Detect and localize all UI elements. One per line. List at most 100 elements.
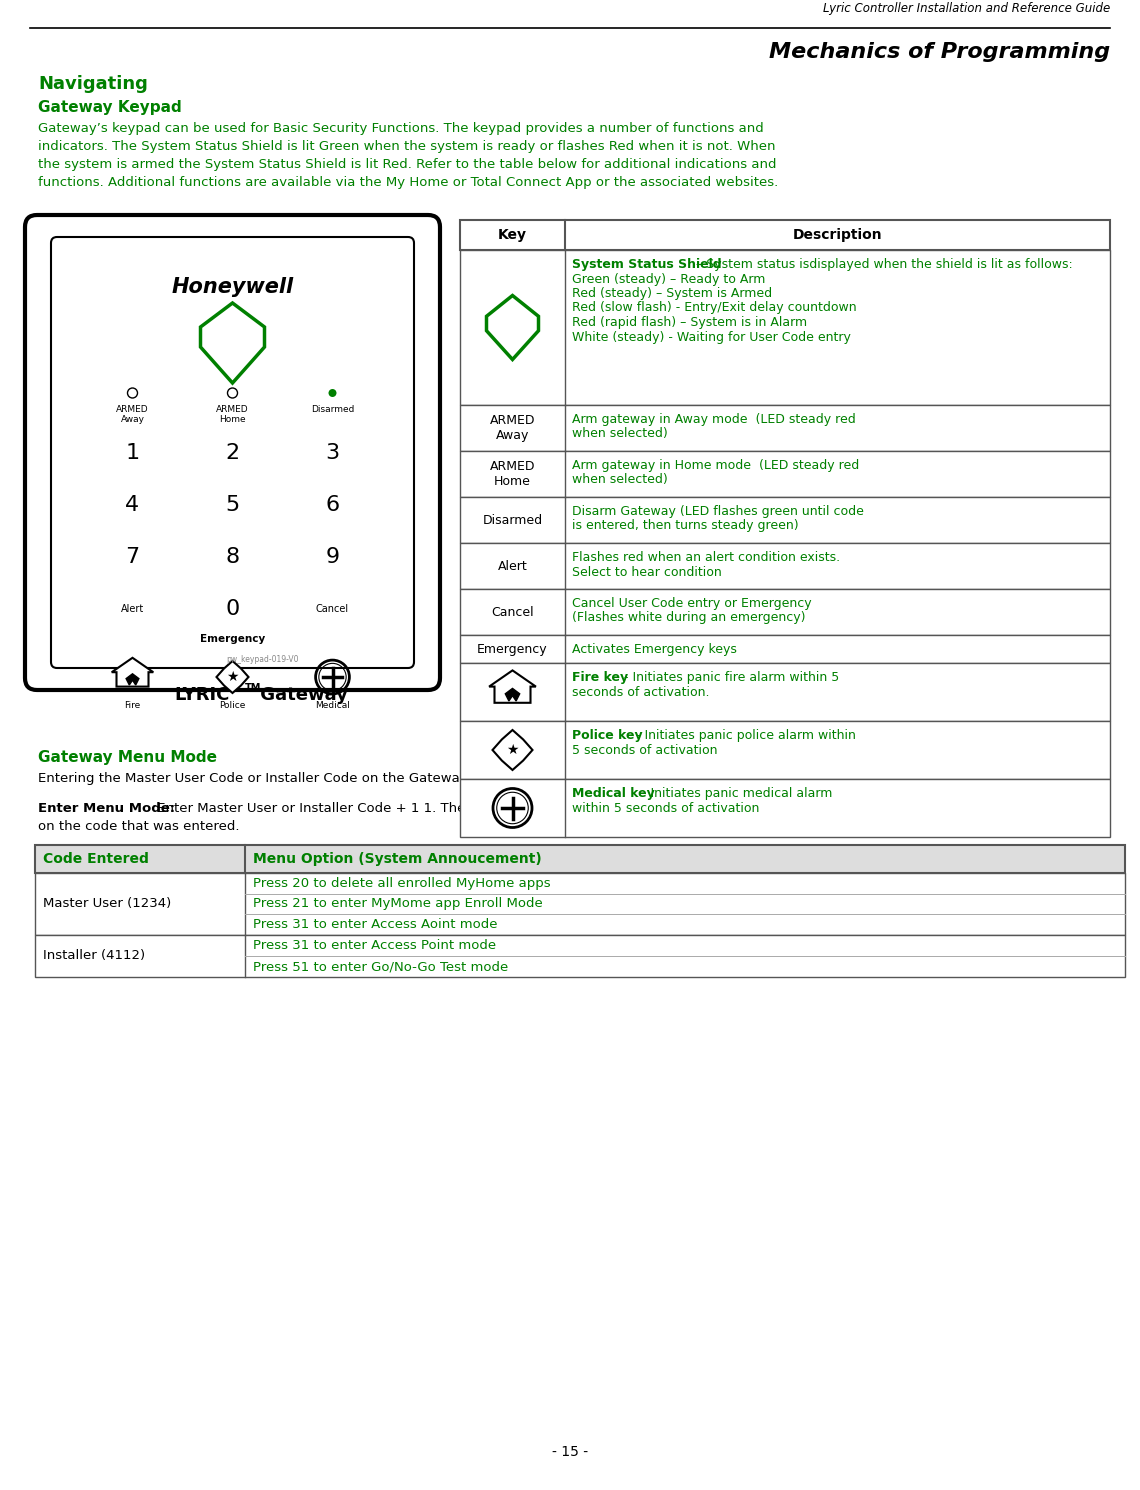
Bar xyxy=(35,936,1125,977)
Bar xyxy=(461,250,1110,405)
Text: TM: TM xyxy=(244,682,261,693)
Bar xyxy=(461,635,1110,663)
Text: Disarmed: Disarmed xyxy=(311,405,355,414)
Polygon shape xyxy=(492,730,532,770)
Text: Press 31 to enter Access Aoint mode: Press 31 to enter Access Aoint mode xyxy=(253,918,497,931)
Bar xyxy=(35,845,1125,873)
Polygon shape xyxy=(127,673,139,685)
Text: Press 20 to delete all enrolled MyHome apps: Press 20 to delete all enrolled MyHome a… xyxy=(253,876,551,890)
Bar xyxy=(461,663,1110,721)
Text: 8: 8 xyxy=(226,547,239,568)
Text: 2: 2 xyxy=(226,443,239,463)
Text: 7: 7 xyxy=(125,547,139,568)
Text: ★: ★ xyxy=(506,744,519,757)
Text: ARMED
Away: ARMED Away xyxy=(490,414,536,443)
Text: Emergency: Emergency xyxy=(200,635,266,644)
Bar xyxy=(461,779,1110,837)
Text: Fire key: Fire key xyxy=(572,670,628,684)
Text: Gateway Keypad: Gateway Keypad xyxy=(38,100,181,115)
Text: Enter Menu Mode:: Enter Menu Mode: xyxy=(38,802,176,815)
Text: is entered, then turns steady green): is entered, then turns steady green) xyxy=(572,520,799,532)
Text: Fire: Fire xyxy=(124,700,140,709)
Polygon shape xyxy=(112,657,153,687)
Text: 5: 5 xyxy=(226,495,239,516)
Bar xyxy=(461,498,1110,542)
Text: within 5 seconds of activation: within 5 seconds of activation xyxy=(572,802,759,815)
Text: when selected): when selected) xyxy=(572,428,668,441)
Polygon shape xyxy=(217,662,249,693)
Text: 0: 0 xyxy=(226,599,239,618)
Text: Alert: Alert xyxy=(498,560,528,572)
Text: - Initiates panic fire alarm within 5: - Initiates panic fire alarm within 5 xyxy=(620,670,839,684)
Text: 4: 4 xyxy=(125,495,139,516)
Text: ARMED
Home: ARMED Home xyxy=(490,460,536,489)
Text: Press 51 to enter Go/No-Go Test mode: Press 51 to enter Go/No-Go Test mode xyxy=(253,960,508,973)
Bar xyxy=(461,542,1110,589)
Text: Navigating: Navigating xyxy=(38,74,148,92)
Text: Cancel User Code entry or Emergency: Cancel User Code entry or Emergency xyxy=(572,597,812,609)
Text: Flashes red when an alert condition exists.: Flashes red when an alert condition exis… xyxy=(572,551,840,565)
Text: Honeywell: Honeywell xyxy=(171,277,294,297)
Text: Red (steady) – System is Armed: Red (steady) – System is Armed xyxy=(572,288,772,299)
Bar xyxy=(461,721,1110,779)
Text: when selected): when selected) xyxy=(572,474,668,487)
Text: Disarmed: Disarmed xyxy=(482,514,543,526)
Text: functions. Additional functions are available via the My Home or Total Connect A: functions. Additional functions are avai… xyxy=(38,176,779,189)
Bar xyxy=(461,405,1110,451)
Text: Select to hear condition: Select to hear condition xyxy=(572,566,722,578)
Text: Cancel: Cancel xyxy=(491,605,534,618)
Text: Disarm Gateway (LED flashes green until code: Disarm Gateway (LED flashes green until … xyxy=(572,505,864,519)
Text: Press 31 to enter Access Point mode: Press 31 to enter Access Point mode xyxy=(253,939,496,952)
Circle shape xyxy=(328,389,336,396)
Text: Description: Description xyxy=(792,228,882,241)
Text: on the code that was entered.: on the code that was entered. xyxy=(38,820,239,833)
Text: 1: 1 xyxy=(125,443,139,463)
Polygon shape xyxy=(487,295,538,359)
Text: Emergency: Emergency xyxy=(478,642,548,656)
Text: ARMED
Home: ARMED Home xyxy=(217,405,249,425)
Bar xyxy=(461,589,1110,635)
Text: Installer (4112): Installer (4112) xyxy=(43,949,145,963)
Text: – System status isdisplayed when the shield is lit as follows:: – System status isdisplayed when the shi… xyxy=(692,258,1073,271)
Text: 5 seconds of activation: 5 seconds of activation xyxy=(572,744,717,757)
Text: Enter Master User or Installer Code + 1 1. The system will announce the menu opt: Enter Master User or Installer Code + 1 … xyxy=(153,802,781,815)
Text: - 15 -: - 15 - xyxy=(552,1445,588,1459)
Text: seconds of activation.: seconds of activation. xyxy=(572,685,709,699)
Bar xyxy=(461,221,1110,250)
Text: Green (steady) – Ready to Arm: Green (steady) – Ready to Arm xyxy=(572,273,765,286)
Text: Lyric Controller Installation and Reference Guide: Lyric Controller Installation and Refere… xyxy=(823,1,1110,15)
Text: Arm gateway in Home mode  (LED steady red: Arm gateway in Home mode (LED steady red xyxy=(572,459,860,472)
Text: 3: 3 xyxy=(325,443,340,463)
Text: - Initiates panic medical alarm: - Initiates panic medical alarm xyxy=(638,787,832,800)
Text: ★: ★ xyxy=(226,670,238,684)
FancyBboxPatch shape xyxy=(51,237,414,668)
Text: ARMED
Away: ARMED Away xyxy=(116,405,149,425)
Text: 6: 6 xyxy=(325,495,340,516)
Text: Code Entered: Code Entered xyxy=(43,852,149,866)
Text: Mechanics of Programming: Mechanics of Programming xyxy=(768,42,1110,63)
Text: White (steady) - Waiting for User Code entry: White (steady) - Waiting for User Code e… xyxy=(572,331,850,344)
Text: (Flashes white during an emergency): (Flashes white during an emergency) xyxy=(572,611,806,624)
Polygon shape xyxy=(489,670,536,703)
Text: LYRIC: LYRIC xyxy=(174,685,230,703)
Text: Gateway: Gateway xyxy=(254,685,349,703)
Text: Gateway’s keypad can be used for Basic Security Functions. The keypad provides a: Gateway’s keypad can be used for Basic S… xyxy=(38,122,764,136)
Text: Alert: Alert xyxy=(121,603,144,614)
Text: Medical key: Medical key xyxy=(572,787,654,800)
Text: indicators. The System Status Shield is lit Green when the system is ready or fl: indicators. The System Status Shield is … xyxy=(38,140,775,153)
Text: Master User (1234): Master User (1234) xyxy=(43,897,171,910)
Text: Red (slow flash) - Entry/Exit delay countdown: Red (slow flash) - Entry/Exit delay coun… xyxy=(572,301,856,314)
Polygon shape xyxy=(201,302,264,383)
Text: Police key: Police key xyxy=(572,729,643,742)
Text: pw_keypad-019-V0: pw_keypad-019-V0 xyxy=(226,656,299,665)
Text: Red (rapid flash) – System is in Alarm: Red (rapid flash) – System is in Alarm xyxy=(572,316,807,329)
Text: Medical: Medical xyxy=(315,700,350,709)
Text: Menu Option (System Annoucement): Menu Option (System Annoucement) xyxy=(253,852,542,866)
Text: Press 21 to enter MyMome app Enroll Mode: Press 21 to enter MyMome app Enroll Mode xyxy=(253,897,543,910)
Text: the system is armed the System Status Shield is lit Red. Refer to the table belo: the system is armed the System Status Sh… xyxy=(38,158,776,171)
Polygon shape xyxy=(505,688,520,700)
Text: Gateway Menu Mode: Gateway Menu Mode xyxy=(38,749,217,764)
Text: - Initiates panic police alarm within: - Initiates panic police alarm within xyxy=(632,729,856,742)
Text: Key: Key xyxy=(498,228,527,241)
Bar xyxy=(461,451,1110,498)
